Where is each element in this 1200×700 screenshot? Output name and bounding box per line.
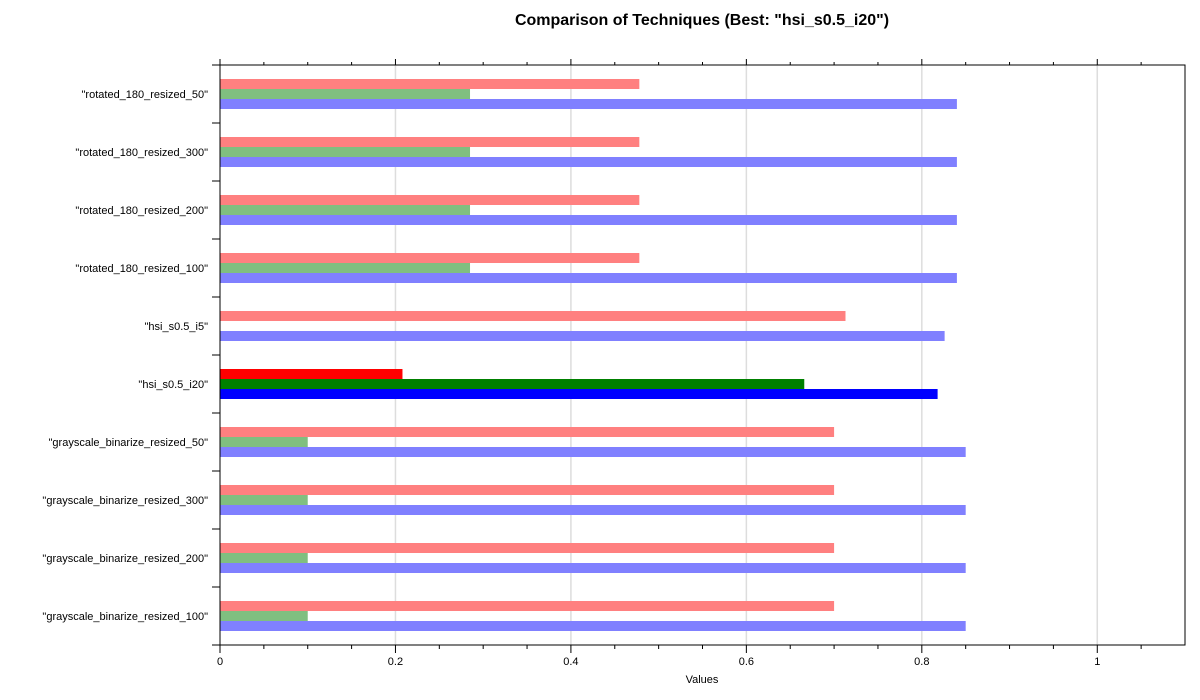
x-tick-label: 0.8 bbox=[914, 656, 929, 668]
bar bbox=[220, 331, 945, 341]
bar bbox=[220, 437, 308, 447]
bar bbox=[220, 205, 471, 215]
bar bbox=[220, 621, 966, 631]
bar bbox=[220, 369, 403, 379]
x-tick-label: 0.6 bbox=[739, 656, 754, 668]
category-label: "rotated_180_resized_100" bbox=[75, 263, 208, 275]
x-tick-label: 0 bbox=[217, 656, 223, 668]
bar bbox=[220, 601, 835, 611]
grid-lines bbox=[394, 65, 1099, 645]
category-label: "grayscale_binarize_resized_300" bbox=[42, 495, 208, 507]
bar bbox=[220, 263, 471, 273]
bar bbox=[220, 215, 957, 225]
bar bbox=[220, 447, 966, 457]
bar bbox=[220, 311, 846, 321]
bar bbox=[220, 563, 966, 573]
category-label: "grayscale_binarize_resized_50" bbox=[49, 437, 209, 449]
bar bbox=[220, 543, 835, 553]
y-axis: "grayscale_binarize_resized_100" "graysca… bbox=[42, 64, 220, 646]
category-label: "grayscale_binarize_resized_100" bbox=[42, 611, 208, 623]
x-axis: 0 0.2 0.4 0.6 0.8 1 bbox=[217, 59, 1142, 668]
category-label: "rotated_180_resized_200" bbox=[75, 205, 208, 217]
bar bbox=[220, 137, 640, 147]
category-label: "hsi_s0.5_i5" bbox=[145, 321, 209, 333]
bar bbox=[220, 553, 308, 563]
bar bbox=[220, 89, 471, 99]
bar bbox=[220, 611, 308, 621]
category-label: "hsi_s0.5_i20" bbox=[138, 379, 208, 391]
bar bbox=[220, 99, 957, 109]
category-label: "grayscale_binarize_resized_200" bbox=[42, 553, 208, 565]
category-label: "rotated_180_resized_300" bbox=[75, 147, 208, 159]
x-tick-label: 0.4 bbox=[563, 656, 578, 668]
bar bbox=[220, 379, 805, 389]
bar bbox=[220, 485, 835, 495]
bar bbox=[220, 195, 640, 205]
category-label: "rotated_180_resized_50" bbox=[82, 89, 209, 101]
x-tick-label: 1 bbox=[1094, 656, 1100, 668]
bar bbox=[220, 427, 835, 437]
x-tick-label: 0.2 bbox=[388, 656, 403, 668]
x-axis-label: Values bbox=[686, 674, 719, 686]
bar bbox=[220, 147, 471, 157]
bar bbox=[220, 495, 308, 505]
bar bbox=[220, 389, 938, 399]
bars bbox=[220, 79, 966, 631]
chart-title: Comparison of Techniques (Best: "hsi_s0.… bbox=[515, 12, 889, 29]
bar bbox=[220, 79, 640, 89]
bar bbox=[220, 253, 640, 263]
bar bbox=[220, 157, 957, 167]
bar bbox=[220, 505, 966, 515]
bar bbox=[220, 273, 957, 283]
